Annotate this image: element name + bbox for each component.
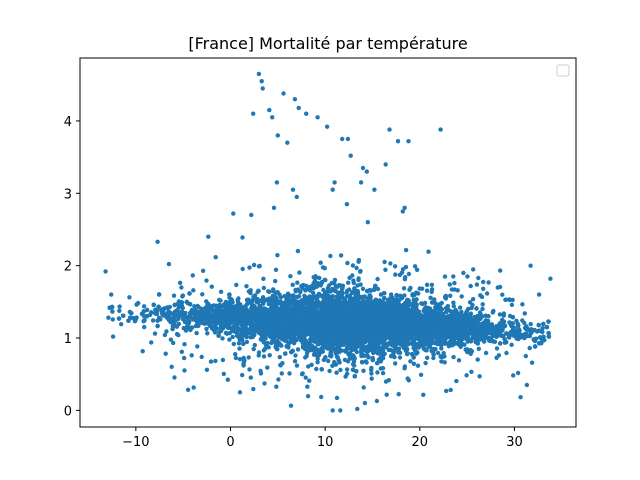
- scatter-point: [164, 329, 169, 334]
- scatter-point: [528, 321, 533, 327]
- scatter-point: [236, 341, 242, 346]
- chart-title: [France] Mortalité par température: [188, 34, 467, 53]
- scatter-point: [117, 304, 122, 309]
- scatter-point: [439, 346, 444, 351]
- scatter-point: [344, 367, 350, 372]
- scatter-point: [509, 342, 514, 347]
- scatter-point: [311, 290, 316, 296]
- scatter-point: [527, 345, 532, 351]
- scatter-point: [435, 350, 441, 356]
- points-layer: [103, 71, 553, 413]
- scatter-point: [282, 293, 287, 299]
- scatter-point: [278, 295, 284, 300]
- scatter-point: [540, 326, 545, 331]
- scatter-point: [110, 317, 116, 322]
- scatter-point: [192, 304, 197, 309]
- scatter-point: [428, 295, 433, 300]
- scatter-point: [134, 315, 139, 320]
- scatter-point: [477, 310, 483, 315]
- scatter-point: [480, 314, 485, 319]
- scatter-point: [117, 308, 122, 313]
- scatter-point: [150, 318, 156, 323]
- scatter-point: [389, 292, 394, 297]
- scatter-point: [119, 322, 124, 327]
